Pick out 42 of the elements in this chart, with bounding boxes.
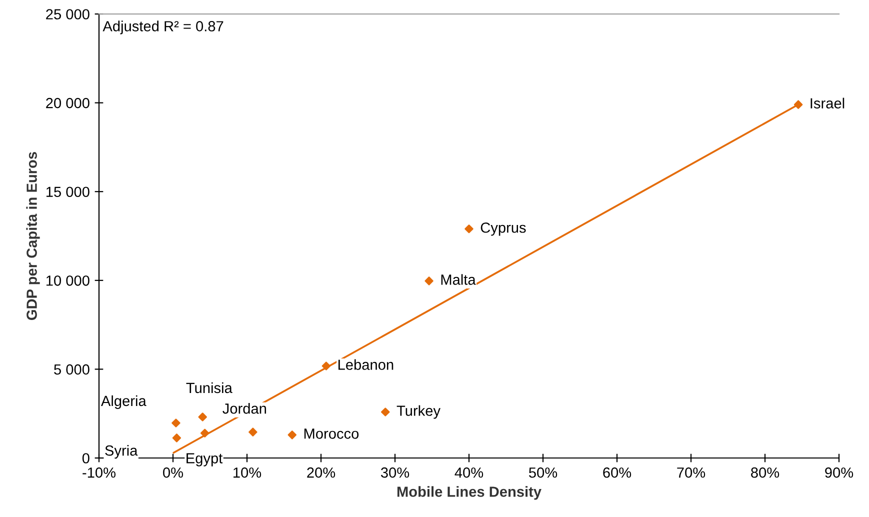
x-tick-label: 80% xyxy=(751,467,780,478)
x-tick-label: 50% xyxy=(528,467,558,478)
annotation: Egypt xyxy=(186,453,223,466)
y-axis-title: GDP per Capita in Euros xyxy=(26,152,40,320)
y-tick-label: 15 000 xyxy=(46,186,90,198)
y-tick-label: 0 xyxy=(82,453,90,464)
y-tick-label: 5 000 xyxy=(54,364,90,375)
y-tick-label: 20 000 xyxy=(46,98,90,108)
annotation: Algeria xyxy=(100,395,146,409)
x-tick-label: 0% xyxy=(163,467,184,478)
annotation: Lebanon xyxy=(338,359,394,370)
point xyxy=(288,430,297,440)
y-tick-label: 10 000 xyxy=(46,276,90,286)
annotation: Syria xyxy=(105,445,138,459)
point xyxy=(322,362,331,370)
annotation: Cyprus xyxy=(480,222,526,236)
point xyxy=(200,428,210,438)
x-tick-label: 70% xyxy=(677,467,706,478)
x-tick-label: 90% xyxy=(825,467,854,478)
y-tick-label: 25 000 xyxy=(46,9,90,20)
point xyxy=(248,428,258,436)
x-tick-label: 10% xyxy=(234,467,262,478)
x-tick-label: 30% xyxy=(380,467,410,478)
x-tick-label: 40% xyxy=(454,467,484,478)
annotation: Tunisia xyxy=(186,382,232,394)
point xyxy=(172,434,182,442)
annotation: Turkey xyxy=(396,405,440,419)
point xyxy=(424,276,434,286)
point xyxy=(794,100,803,109)
annotation: Jordan xyxy=(222,403,266,414)
x-tick-label: 20% xyxy=(307,467,336,478)
point xyxy=(172,418,180,428)
point xyxy=(464,224,474,234)
point xyxy=(381,408,390,416)
annotation: Israel xyxy=(810,98,844,108)
point xyxy=(198,412,207,422)
x-tick-label: 60% xyxy=(603,467,632,478)
x-axis-title: Mobile Lines Density xyxy=(397,486,542,500)
annotation: Morocco xyxy=(304,428,359,439)
x-tick-label: -10% xyxy=(82,467,116,478)
annotation: Adjusted R² = 0.87 xyxy=(102,20,224,34)
annotation: Malta xyxy=(441,274,476,285)
